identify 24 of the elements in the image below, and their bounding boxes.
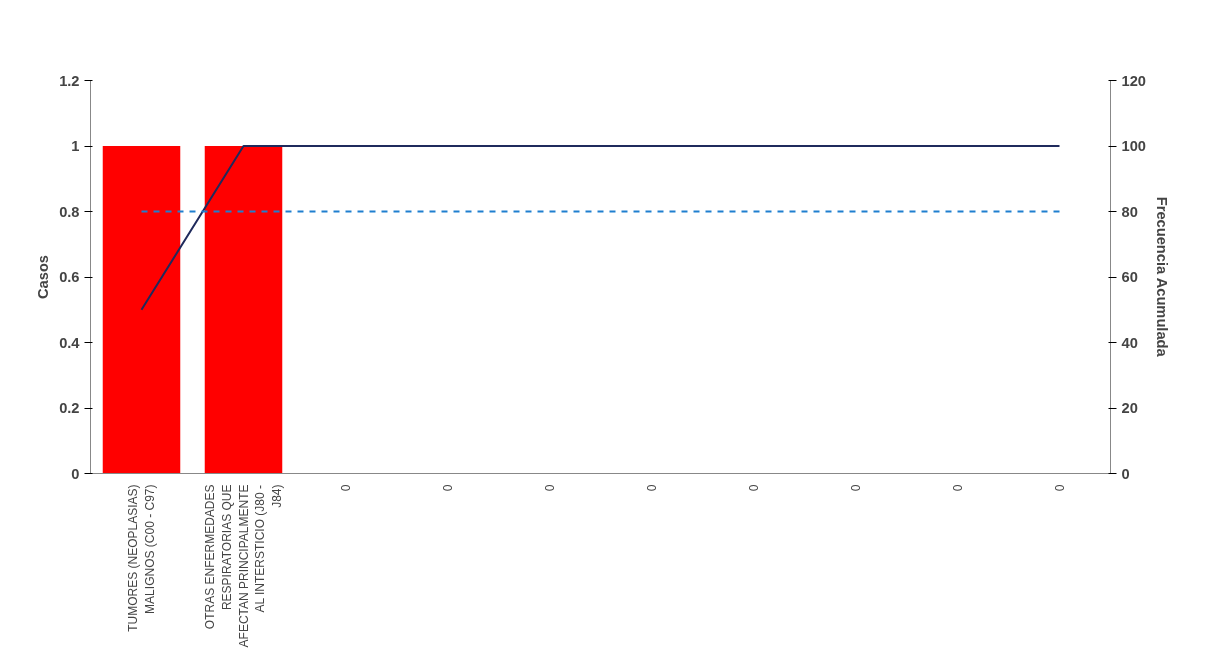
x-tick-label: 0 [848, 484, 863, 492]
x-tick-label: 0 [950, 484, 965, 492]
y2-tick-label: 40 [1121, 334, 1138, 351]
y-tick-label: 1.2 [59, 72, 80, 89]
y-tick-label: 0.4 [59, 334, 81, 351]
y-tick-label: 0.2 [59, 400, 80, 416]
x-tick-label: 0 [338, 484, 353, 492]
y2-tick-label: 60 [1121, 269, 1138, 285]
y2-tick-label: 20 [1121, 400, 1138, 416]
y2-tick-label: 100 [1121, 138, 1146, 154]
y2-axis-title: Frecuencia Acumulada [1153, 196, 1170, 358]
x-tick-label: TUMORES (NEOPLASIAS) MALIGNOS (C00 - C97) [126, 484, 157, 632]
x-tick-label: 0 [1052, 484, 1067, 492]
x-tick-label: 0 [440, 484, 455, 492]
y-tick-label: 0.6 [59, 269, 80, 285]
y-tick-label: 1 [71, 138, 80, 154]
x-tick-label: 0 [542, 484, 557, 492]
x-tick-label: 0 [746, 484, 761, 492]
x-tick-label: 0 [644, 484, 659, 492]
x-tick-label: OTRAS ENFERMEDADES RESPIRATORIAS QUE AFECTAN PRINCIPALMENTE AL INTERSTICIO (J80 - J84) [202, 484, 285, 648]
y-axis-title: Casos [35, 255, 52, 299]
y-tick-label: 0.8 [59, 203, 80, 220]
y2-tick-label: 80 [1121, 203, 1138, 220]
y2-tick-label: 120 [1121, 72, 1146, 89]
